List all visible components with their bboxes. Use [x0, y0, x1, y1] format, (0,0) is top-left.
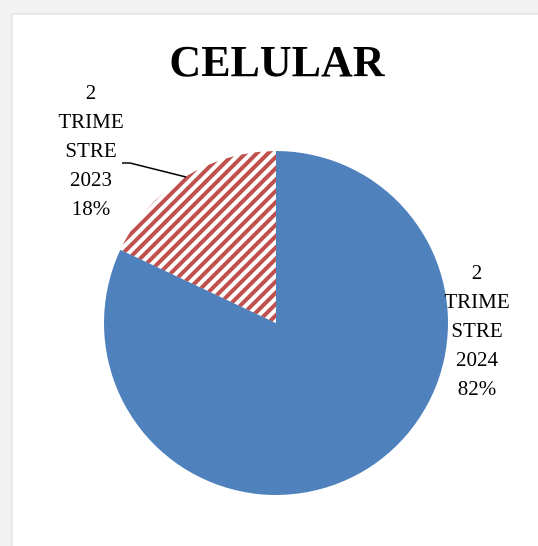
pie-slice	[120, 151, 276, 323]
slice-label: 2 TRIMESTRE 2023 18%	[57, 78, 125, 223]
value-label: 82%	[457, 376, 497, 400]
value-label: 18%	[71, 196, 111, 220]
category-label: 2 TRIMESTRE 2023	[58, 80, 124, 191]
leader-line	[122, 162, 187, 178]
slice-label: 2 TRIMESTRE 2024 82%	[443, 258, 511, 403]
category-label: 2 TRIMESTRE 2024	[444, 260, 510, 371]
chart-title: CELULAR	[169, 37, 385, 86]
